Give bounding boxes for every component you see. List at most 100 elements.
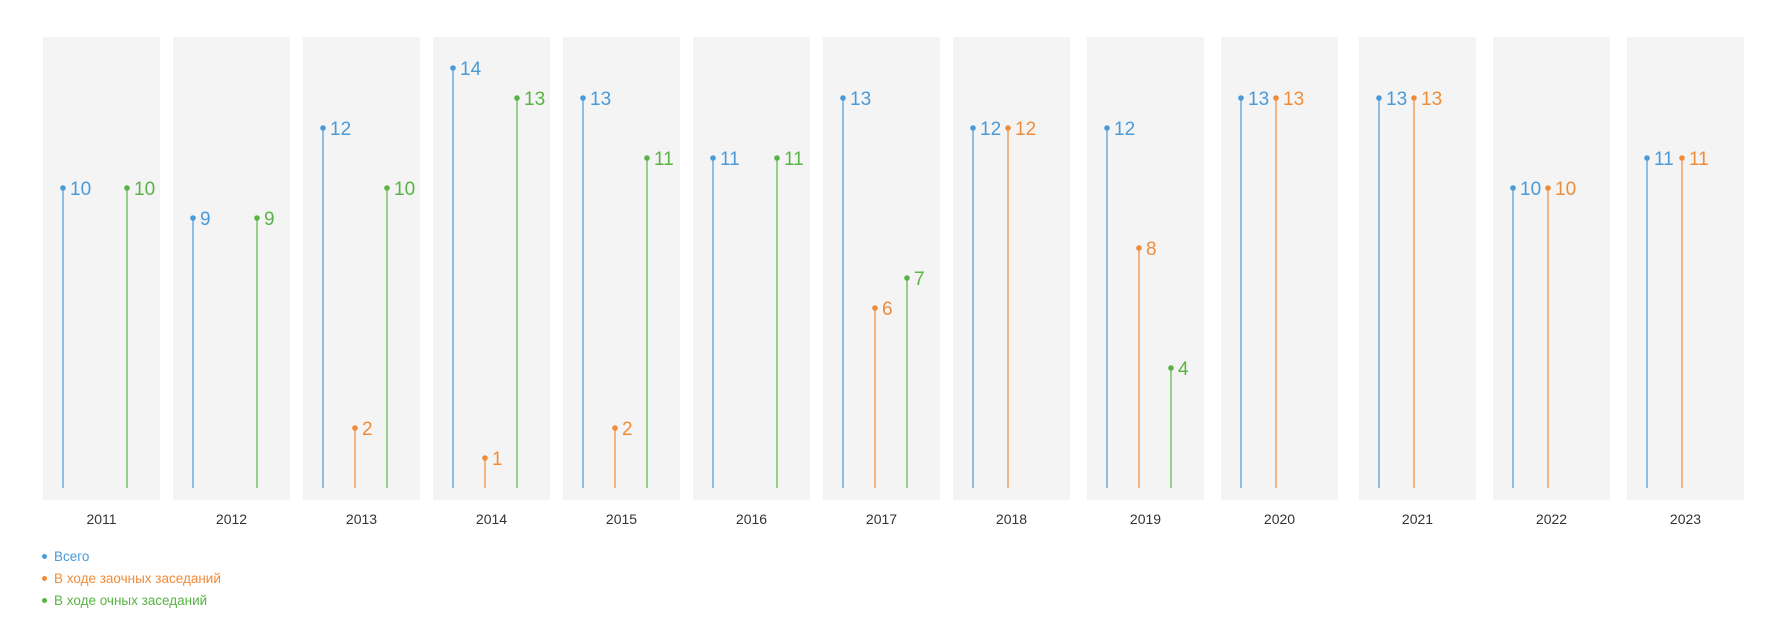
year-group-2019: 12 8 4 2019 [1087,37,1204,527]
value-label-total-2017: 13 [850,89,871,110]
value-label-total-2019: 12 [1114,119,1135,140]
year-label-2019: 2019 [1130,511,1161,527]
year-group-2017: 13 67 2017 [823,37,940,527]
point-absentee-2017 [872,305,878,311]
legend-dot-in-person [42,597,47,603]
value-label-absentee-2018: 12 [1015,119,1036,140]
point-absentee-2020 [1273,95,1279,101]
value-label-total-2021: 13 [1386,89,1407,110]
value-label-total-2023: 11 [1654,149,1674,170]
year-group-2014: 14 1 13 2014 [433,37,550,527]
value-label-in-person-2011: 10 [134,179,155,200]
year-label-2013: 2013 [346,511,377,527]
year-label-2020: 2020 [1264,511,1295,527]
point-total-2011 [60,185,66,191]
value-label-total-2020: 13 [1248,89,1269,110]
point-total-2019 [1104,125,1110,131]
point-absentee-2013 [352,425,358,431]
year-panel-2023 [1627,37,1744,500]
point-in-person-2015 [644,155,650,161]
point-in-person-2011 [124,185,130,191]
point-total-2013 [320,125,326,131]
year-group-2022: 10 10 2022 [1493,37,1610,527]
value-label-total-2014: 14 [460,59,482,80]
point-in-person-2012 [254,215,260,221]
point-in-person-2014 [514,95,520,101]
legend-label-absentee: В ходе заочных заседаний [54,570,221,586]
value-label-absentee-2019: 8 [1146,239,1157,260]
value-label-in-person-2016: 11 [784,149,804,170]
value-label-absentee-2021: 13 [1421,89,1442,110]
value-label-absentee-2014: 1 [492,449,503,470]
legend-label-total: Всего [54,548,90,564]
point-in-person-2019 [1168,365,1174,371]
value-label-total-2022: 10 [1520,179,1541,200]
value-label-absentee-2013: 2 [362,419,373,440]
year-group-2012: 9 9 2012 [173,37,290,527]
year-panel-2012 [173,37,290,500]
value-label-total-2012: 9 [200,209,211,230]
year-label-2021: 2021 [1402,511,1433,527]
point-absentee-2021 [1411,95,1417,101]
point-total-2018 [970,125,976,131]
legend: Всего В ходе заочных заседаний В ходе оч… [42,545,221,611]
point-absentee-2022 [1545,185,1551,191]
value-label-total-2013: 12 [330,119,351,140]
point-total-2012 [190,215,196,221]
value-label-total-2018: 12 [980,119,1001,140]
year-group-2021: 13 13 2021 [1359,37,1476,527]
year-label-2012: 2012 [216,511,247,527]
year-panel-2022 [1493,37,1610,500]
value-label-in-person-2017: 7 [914,269,925,290]
year-label-2016: 2016 [736,511,767,527]
year-label-2023: 2023 [1670,511,1701,527]
point-total-2015 [580,95,586,101]
point-total-2022 [1510,185,1516,191]
legend-item-absentee: В ходе заочных заседаний [42,567,221,589]
year-label-2015: 2015 [606,511,637,527]
year-group-2023: 11 11 2023 [1627,37,1744,527]
value-label-in-person-2012: 9 [264,209,275,230]
value-label-absentee-2017: 6 [882,299,893,320]
year-group-2020: 13 13 2020 [1221,37,1338,527]
point-absentee-2014 [482,455,488,461]
legend-label-in-person: В ходе очных заседаний [54,592,208,608]
value-label-absentee-2015: 2 [622,419,633,440]
point-absentee-2018 [1005,125,1011,131]
legend-dot-total [42,553,47,559]
point-total-2021 [1376,95,1382,101]
point-total-2020 [1238,95,1244,101]
point-total-2017 [840,95,846,101]
lollipop-chart: 10 10 2011 9 9 2012 12 2 10 2013 14 1 13 2014 13 2 11 201… [43,37,1744,527]
legend-item-total: Всего [42,545,221,567]
year-label-2011: 2011 [86,511,116,527]
year-panel-2021 [1359,37,1476,500]
value-label-in-person-2019: 4 [1178,359,1189,380]
year-group-2018: 12 12 2018 [953,37,1070,527]
value-label-absentee-2022: 10 [1555,179,1576,200]
year-group-2013: 12 2 10 2013 [303,37,420,527]
point-total-2014 [450,65,456,71]
value-label-in-person-2014: 13 [524,89,545,110]
year-group-2015: 13 2 11 2015 [563,37,680,527]
point-in-person-2016 [774,155,780,161]
year-panel-2011 [43,37,160,500]
value-label-total-2016: 11 [720,149,740,170]
value-label-total-2011: 10 [70,179,91,200]
year-panel-2016 [693,37,810,500]
point-in-person-2017 [904,275,910,281]
year-panel-2019 [1087,37,1204,500]
value-label-in-person-2015: 11 [654,149,674,170]
year-label-2022: 2022 [1536,511,1567,527]
value-label-absentee-2020: 13 [1283,89,1304,110]
point-total-2023 [1644,155,1650,161]
year-label-2018: 2018 [996,511,1027,527]
point-absentee-2019 [1136,245,1142,251]
year-panel-2020 [1221,37,1338,500]
year-panel-2018 [953,37,1070,500]
year-group-2016: 11 11 2016 [693,37,810,527]
value-label-in-person-2013: 10 [394,179,415,200]
value-label-total-2015: 13 [590,89,611,110]
point-total-2016 [710,155,716,161]
year-label-2014: 2014 [476,511,507,527]
